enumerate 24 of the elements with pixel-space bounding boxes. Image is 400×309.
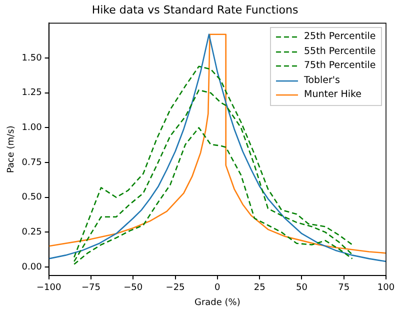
legend-label: Tobler's — [304, 74, 340, 88]
legend-label: 25th Percentile — [304, 30, 376, 44]
x-tick-label: 0 — [214, 283, 221, 294]
x-tick-label: 50 — [296, 283, 308, 294]
y-tick-label: 1.00 — [22, 123, 42, 134]
x-tick-label: −75 — [81, 283, 100, 294]
y-tick-label: 1.50 — [22, 53, 42, 64]
y-tick-label: 0.25 — [22, 228, 42, 238]
x-tick-label: −25 — [166, 283, 185, 294]
x-tick-label: 75 — [338, 283, 350, 294]
y-tick-label: 1.25 — [22, 88, 42, 98]
y-tick-label: 0.00 — [22, 262, 42, 272]
legend-label: 75th Percentile — [304, 59, 376, 74]
x-tick-label: −100 — [36, 283, 62, 294]
x-tick-label: −50 — [124, 283, 143, 294]
chart-title: Hike data vs Standard Rate Functions — [92, 3, 298, 16]
x-axis-title: Grade (%) — [194, 298, 240, 308]
legend-label: 55th Percentile — [304, 44, 376, 59]
y-tick-label: 0.75 — [22, 158, 42, 168]
x-tick-label: 25 — [254, 283, 266, 294]
y-tick-label: 0.50 — [22, 192, 42, 203]
x-tick-label: 100 — [377, 283, 395, 294]
legend-label: Munter Hike — [304, 88, 362, 102]
y-axis-title: Pace (m/s) — [6, 126, 17, 174]
